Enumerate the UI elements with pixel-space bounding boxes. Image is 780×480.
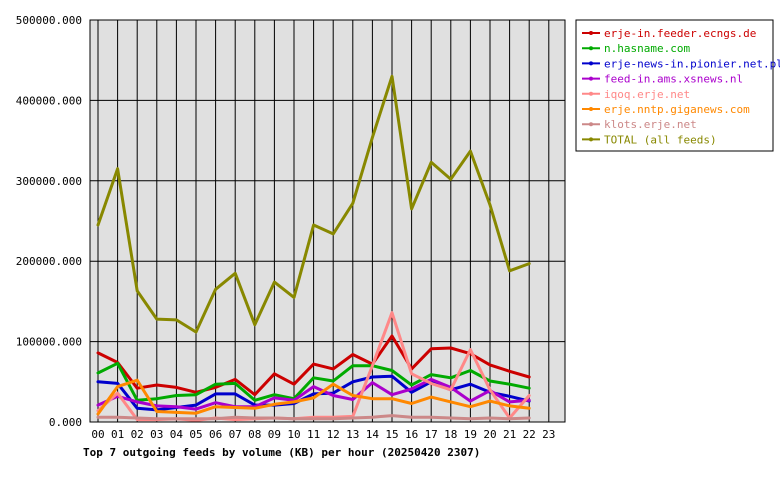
legend-marker-2 [589,61,593,66]
series-line-3 [96,377,531,411]
series-line-7 [96,74,531,334]
series-line-0 [96,334,531,397]
x-tick-label: 09 [268,428,281,441]
legend-marker-5 [589,107,593,111]
plot-background [90,20,565,422]
x-tick-label: 00 [91,428,104,441]
chart-title: Top 7 outgoing feeds by volume (KB) per … [83,446,480,459]
x-tick-label: 13 [346,428,359,441]
series-line-2 [96,374,531,412]
legend-label-2: erje-news-in.pionier.net.pl [604,57,780,70]
y-axis-tick-labels: 0.000 100000.000 200000.000 300000.000 40000… [16,14,82,429]
legend-label-7: TOTAL (all feeds) [604,133,717,146]
legend-box [575,19,774,152]
x-tick-label: 18 [444,428,457,441]
y-tick-label: 200000.000 [16,255,82,268]
legend-marker-0 [589,31,593,35]
x-tick-label: 04 [170,428,184,441]
legend-label-0: erje-in.feeder.ecngs.de [604,27,756,40]
x-axis-tick-labels: 00 01 02 03 04 05 06 07 08 09 10 11 12 13 14 15 16 17 18 19… [91,428,555,441]
legend-marker-4 [589,91,593,96]
x-tick-label: 19 [464,428,477,441]
x-tick-label: 10 [287,428,300,441]
x-tick-label: 11 [307,428,320,441]
series-lines [96,74,531,422]
series-line-5 [96,378,531,416]
x-tick-label: 03 [150,428,163,441]
x-tick-label: 14 [366,428,380,441]
y-tick-label: 100000.000 [16,336,82,349]
legend-label-6: klots.erje.net [604,118,697,131]
legend-label-1: n.hasname.com [604,42,690,55]
legend-marker-6 [589,122,593,127]
y-tick-label: 300000.000 [16,175,82,188]
x-tick-label: 12 [327,428,340,441]
series-line-6 [96,414,531,421]
legend-label-4: iqoq.erje.net [604,88,690,101]
y-tick-label: 500000.000 [16,14,82,27]
y-tick-label: 0.000 [49,416,82,429]
x-tick-label: 02 [131,428,144,441]
y-tick-label: 400000.000 [16,94,82,107]
x-tick-label: 23 [542,428,555,441]
legend-label-5: erje.nntp.giganews.com [604,103,750,116]
x-tick-label: 15 [385,428,398,441]
x-tick-label: 22 [523,428,536,441]
x-tick-label: 20 [483,428,496,441]
legend-marker-1 [589,46,593,51]
x-tick-label: 16 [405,428,418,441]
x-tick-label: 05 [189,428,202,441]
x-tick-label: 08 [248,428,261,441]
x-tick-label: 01 [111,428,124,441]
legend: erje-in.feeder.ecngs.de n.hasname.com erje… [575,19,780,152]
x-tick-label: 07 [229,428,242,441]
legend-label-3: feed-in.ams.xsnews.nl [604,73,743,86]
x-tick-label: 06 [209,428,222,441]
legend-marker-3 [589,76,593,81]
x-tick-label: 21 [503,428,516,441]
plot-border [89,19,566,423]
legend-marker-7 [589,137,593,142]
x-tick-label: 17 [425,428,438,441]
